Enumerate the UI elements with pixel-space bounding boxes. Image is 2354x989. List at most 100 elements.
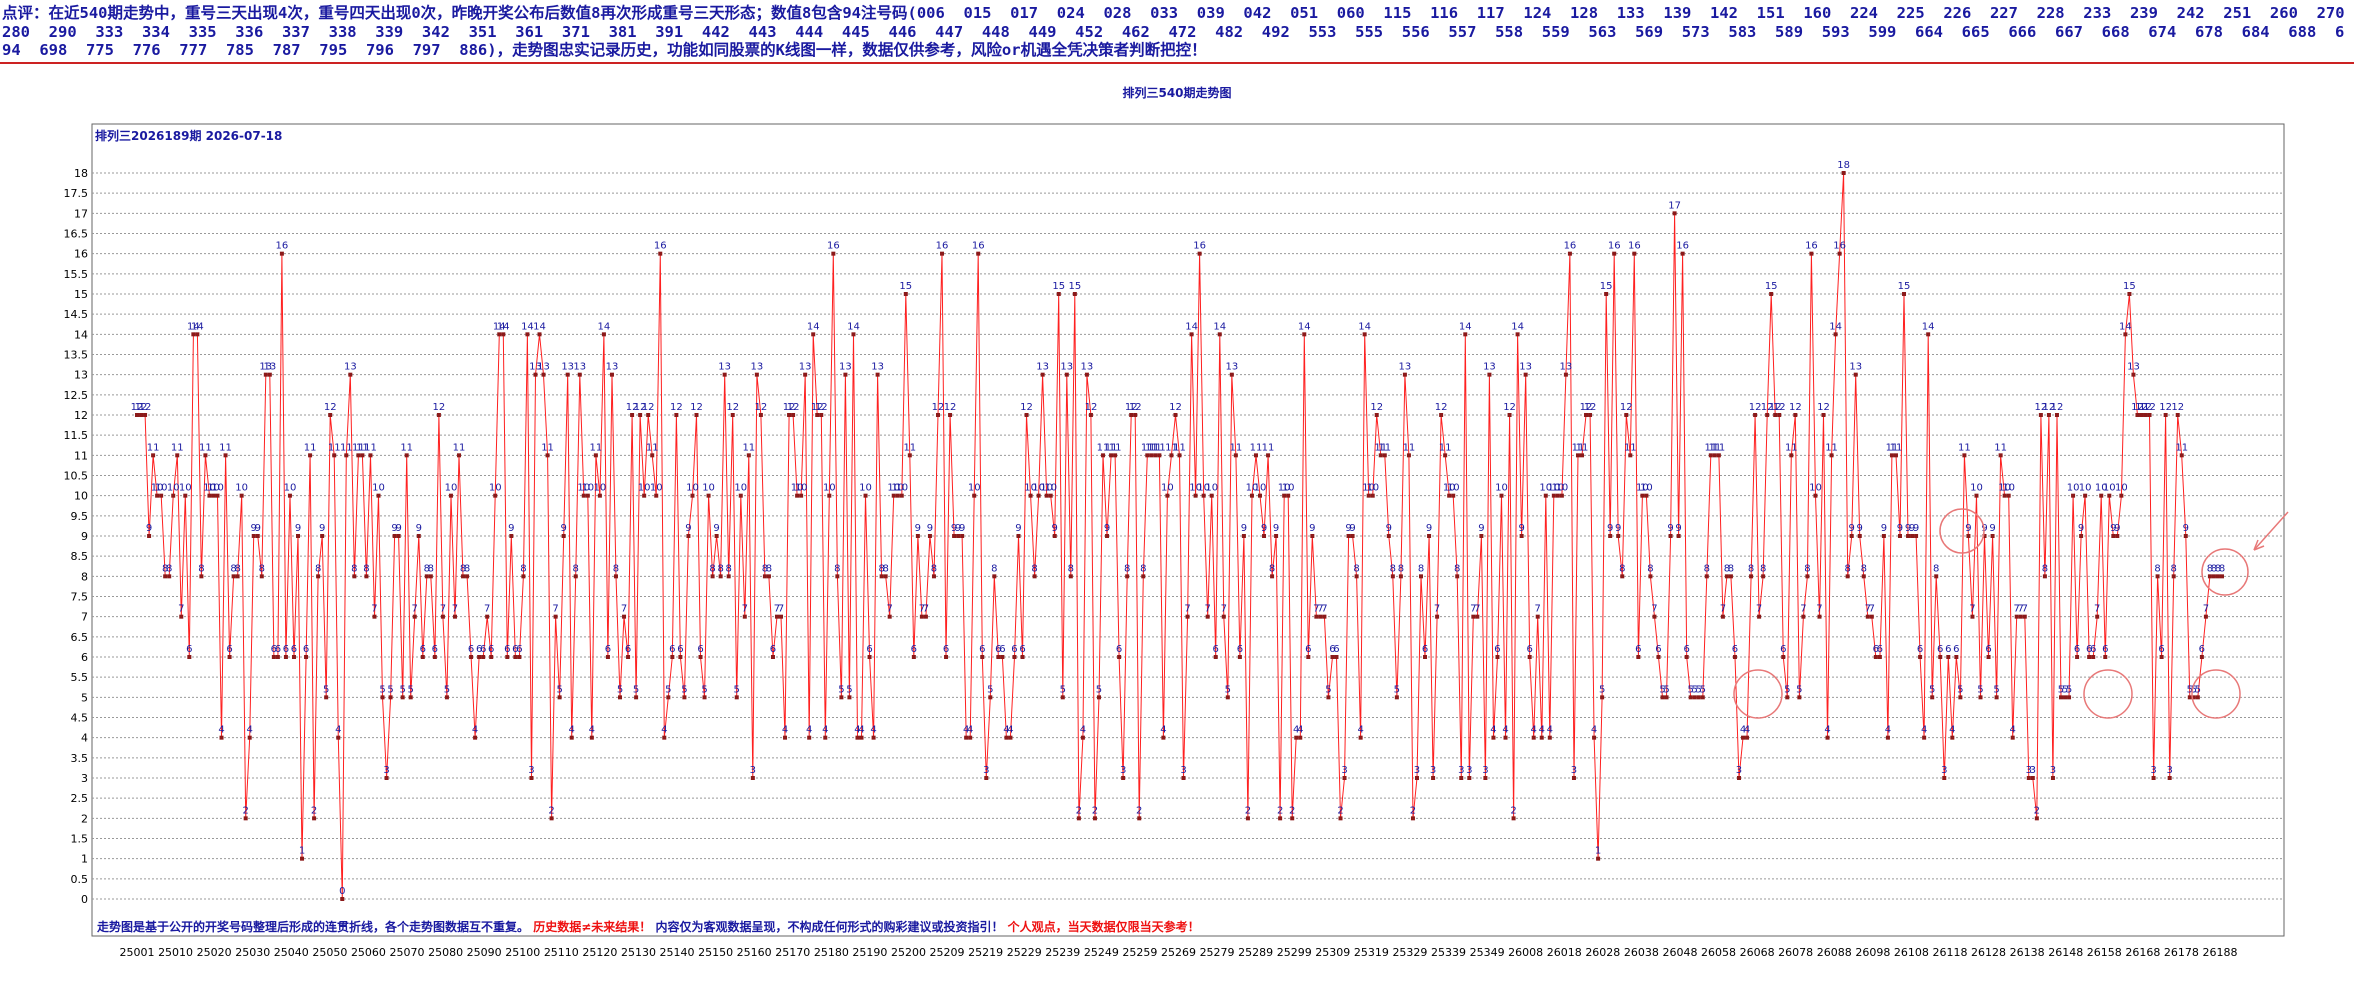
data-point (1885, 735, 1890, 740)
data-label: 2 (1510, 805, 1516, 816)
data-label: 6 (432, 644, 438, 655)
data-label: 10 (179, 483, 192, 494)
x-tick-label: 26008 (1508, 946, 1543, 959)
data-label: 3 (383, 765, 389, 776)
data-point (2002, 493, 2007, 498)
data-label: 10 (1447, 483, 1460, 494)
data-label: 5 (1692, 684, 1698, 695)
data-point (2075, 655, 2080, 659)
data-point (1644, 493, 1649, 498)
data-label: 2 (1245, 805, 1251, 816)
data-label: 15 (1600, 281, 1613, 292)
data-label: 4 (335, 725, 341, 736)
data-label: 4 (1740, 725, 1746, 736)
data-point (1004, 735, 1009, 740)
data-point (2111, 534, 2116, 538)
data-point (1298, 735, 1303, 740)
data-point (1314, 614, 1319, 619)
data-label: 8 (709, 563, 715, 574)
data-point (1169, 453, 1174, 458)
data-point (436, 413, 441, 417)
data-point (903, 292, 908, 296)
data-point (2195, 695, 2200, 700)
data-label: 10 (638, 483, 651, 494)
data-label: 8 (1454, 563, 1460, 574)
data-point (448, 493, 453, 498)
data-point (320, 534, 325, 538)
data-point (650, 453, 655, 458)
data-label: 9 (1426, 523, 1432, 534)
data-point (287, 493, 292, 498)
data-label: 15 (1052, 281, 1065, 292)
data-label: 2 (242, 805, 248, 816)
data-point (561, 534, 566, 538)
data-label: 0 (339, 886, 345, 897)
data-point (1833, 332, 1838, 337)
data-point (646, 413, 651, 417)
data-point (1322, 614, 1327, 619)
data-point (952, 534, 957, 538)
data-point (1841, 171, 1846, 175)
data-point (243, 816, 248, 821)
data-point (203, 453, 208, 458)
highlight-arrow-head (2253, 539, 2259, 551)
x-tick-label: 26168 (2125, 946, 2160, 959)
data-point (2191, 695, 2196, 700)
data-label: 13 (750, 362, 763, 373)
data-label: 8 (766, 563, 772, 574)
data-label: 6 (488, 644, 494, 655)
y-tick-label: 11.5 (64, 429, 89, 442)
data-point (1101, 453, 1106, 458)
data-label: 6 (1877, 644, 1883, 655)
data-label: 5 (2058, 684, 2064, 695)
data-label: 11 (304, 442, 317, 453)
y-axis-ticks: 00.511.522.533.544.555.566.577.588.599.5… (64, 167, 89, 906)
x-tick-label: 25339 (1431, 946, 1466, 959)
data-point (766, 574, 771, 579)
data-label: 5 (444, 684, 450, 695)
x-tick-label: 25060 (351, 946, 386, 959)
data-label: 7 (452, 604, 458, 615)
data-point (2220, 574, 2224, 579)
data-label: 12 (670, 402, 683, 413)
data-label: 13 (1849, 362, 1862, 373)
data-point (1209, 493, 1214, 498)
data-label: 4 (854, 725, 860, 736)
data-point (1990, 534, 1995, 538)
data-label: 5 (734, 684, 740, 695)
data-label: 10 (581, 483, 594, 494)
data-label: 11 (328, 442, 341, 453)
data-label: 9 (1615, 523, 1621, 534)
data-label: 14 (1358, 321, 1371, 332)
x-tick-label: 26188 (2203, 946, 2238, 959)
data-label: 15 (1765, 281, 1778, 292)
y-tick-label: 0.5 (71, 873, 89, 886)
data-point (960, 534, 965, 538)
data-label: 6 (476, 644, 482, 655)
data-label: 9 (2114, 523, 2120, 534)
data-point (674, 413, 679, 417)
data-point (871, 735, 876, 740)
data-point (589, 735, 594, 740)
data-label: 10 (1547, 483, 1560, 494)
data-label: 5 (379, 684, 385, 695)
data-point (1942, 776, 1947, 780)
data-point (686, 534, 691, 538)
data-label: 8 (1269, 563, 1275, 574)
data-point (179, 614, 184, 619)
data-label: 5 (323, 684, 329, 695)
data-label: 4 (1921, 725, 1927, 736)
data-point (879, 574, 884, 579)
data-label: 6 (1985, 644, 1991, 655)
data-point (1821, 413, 1826, 417)
data-point (2143, 413, 2148, 417)
x-tick-label: 26138 (2010, 946, 2045, 959)
data-point (1930, 695, 1935, 700)
data-point (1845, 574, 1850, 579)
data-label: 4 (2010, 725, 2016, 736)
data-point (2010, 735, 2015, 740)
data-point (1809, 251, 1814, 256)
data-point (1145, 453, 1150, 458)
data-point (2030, 776, 2035, 780)
x-tick-label: 25180 (814, 946, 849, 959)
